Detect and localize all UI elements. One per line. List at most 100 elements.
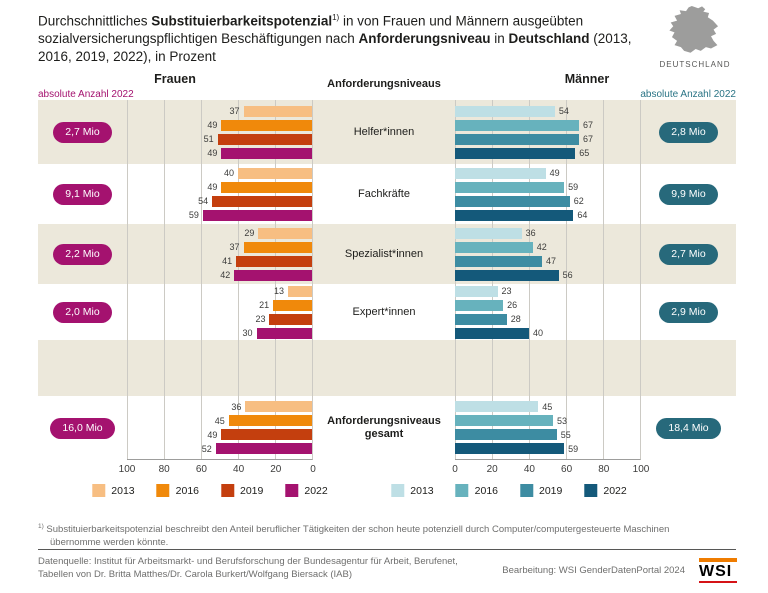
legend-year-label: 2016 (175, 484, 199, 497)
bar-frauen-2016 (273, 299, 312, 311)
plot-maenner: 36 42 47 56 (455, 224, 641, 284)
abs-pill-cell-frauen: 9,1 Mio (38, 164, 127, 224)
legend-year-label: 2022 (603, 484, 627, 497)
wsi-logo-text: WSI (699, 563, 733, 580)
legend-swatch (92, 484, 106, 497)
bar-line: 23 (127, 313, 312, 325)
bar-line: 28 (455, 313, 640, 325)
bar-line: 26 (455, 299, 640, 311)
bar-value-label: 49 (207, 429, 218, 440)
plot-maenner: 45 53 55 59 (455, 396, 641, 460)
bar-value-label: 40 (533, 328, 544, 338)
legend-swatch (520, 484, 533, 497)
bar-line: 49 (455, 167, 640, 179)
legend-year-label: 2013 (111, 484, 135, 497)
legend-year-label: 2019 (539, 484, 563, 497)
bar-maenner-2022 (455, 209, 574, 221)
legend-swatch (221, 484, 234, 497)
branding-block: Bearbeitung: WSI GenderDatenPortal 2024 … (502, 558, 737, 583)
legend-item: 2016 (156, 484, 199, 497)
frauen-header: Frauen (154, 72, 196, 86)
abs-pill-maenner: 2,7 Mio (659, 243, 718, 265)
bar-value-label: 37 (229, 106, 240, 116)
legend-item: 2013 (391, 484, 434, 497)
legend-year-label: 2022 (304, 484, 328, 497)
bearbeitung-label: Bearbeitung: WSI GenderDatenPortal 2024 (502, 565, 685, 576)
bar-value-label: 54 (198, 196, 209, 206)
category-label: Anforderungsniveaus gesamt (327, 415, 441, 440)
chart-rows: 2,7 Mio 37 49 51 49 Helfer*innen 54 67 67 65 2,8 M… (38, 100, 736, 460)
abs-anzahl-left-label: absolute Anzahl 2022 (38, 89, 134, 100)
bar-value-label: 49 (207, 148, 218, 158)
bar-line: 49 (127, 119, 312, 131)
bar-frauen-2022 (256, 327, 312, 339)
bar-frauen-2016 (221, 119, 312, 131)
legend-swatch (455, 484, 469, 497)
abs-pill-frauen: 16,0 Mio (50, 417, 115, 439)
legend-item: 2019 (520, 484, 562, 497)
legend-year-label: 2016 (474, 484, 498, 497)
bar-line: 54 (455, 105, 640, 117)
chart-header: Frauen Anforderungsniveaus Männer absolu… (38, 72, 736, 100)
axis-tick-label: 80 (158, 464, 170, 475)
source-line-2: Tabellen von Dr. Britta Matthes/Dr. Caro… (38, 568, 352, 580)
bar-value-label: 42 (536, 242, 547, 252)
plot-frauen: 36 45 49 52 (127, 396, 313, 460)
source-line-1: Datenquelle: Institut für Arbeitsmarkt- … (38, 556, 458, 567)
legend-swatch (156, 484, 170, 497)
wsi-logo-bottom-bar (699, 581, 737, 583)
abs-pill-cell-frauen: 2,0 Mio (38, 284, 127, 340)
bar-line: 47 (455, 255, 640, 267)
axis-spacer-right (641, 460, 736, 476)
bar-maenner-2019 (455, 313, 507, 325)
bar-line: 59 (127, 209, 312, 221)
legend-frauen: 2013 2016 2019 2022 (92, 484, 328, 497)
bar-line: 49 (127, 181, 312, 193)
bar-value-label: 40 (223, 168, 234, 178)
abs-pill-cell-maenner: 2,7 Mio (641, 224, 736, 284)
bar-frauen-2019 (236, 255, 312, 267)
footnote: 1) Substituierbarkeitspotenzial beschrei… (38, 521, 710, 549)
bar-maenner-2013 (455, 227, 522, 239)
spacer-cell (641, 340, 736, 396)
legend-year-label: 2013 (410, 484, 434, 497)
bar-frauen-2016 (221, 181, 312, 193)
bar-line: 36 (127, 401, 312, 412)
wsi-logo-top-bar (699, 558, 737, 562)
spacer-plot-maenner (455, 340, 641, 396)
bar-line: 21 (127, 299, 312, 311)
bars-maenner: 36 42 47 56 (455, 224, 640, 284)
bar-value-label: 55 (560, 429, 571, 440)
abs-pill-frauen: 2,7 Mio (53, 121, 112, 143)
axis-tick-label: 20 (270, 464, 282, 475)
bar-value-label: 29 (244, 228, 255, 238)
bar-value-label: 13 (273, 286, 284, 296)
bar-value-label: 56 (562, 270, 573, 280)
wsi-logo: WSI (699, 558, 737, 583)
bar-line: 59 (455, 443, 640, 454)
category-row: 2,7 Mio 37 49 51 49 Helfer*innen 54 67 67 65 2,8 M… (38, 100, 736, 164)
bar-value-label: 64 (577, 210, 588, 220)
bar-frauen-2022 (215, 443, 312, 454)
bar-line: 42 (127, 269, 312, 281)
bars-maenner: 49 59 62 64 (455, 164, 640, 224)
bar-value-label: 36 (231, 401, 242, 412)
anforderungsniveaus-header: Anforderungsniveaus (327, 78, 441, 90)
abs-pill-cell-maenner: 9,9 Mio (641, 164, 736, 224)
bar-value-label: 26 (507, 300, 518, 310)
bar-frauen-2019 (269, 313, 312, 325)
bar-value-label: 30 (242, 328, 253, 338)
legend-swatch (584, 484, 598, 497)
bar-line: 36 (455, 227, 640, 239)
title-segment: in von Frauen und Männern ausgeübten soz… (38, 13, 584, 47)
category-label: Expert*innen (352, 305, 416, 318)
axis-tick-label: 60 (195, 464, 207, 475)
bar-line: 49 (127, 147, 312, 159)
title-segment: 1) (332, 13, 340, 22)
abs-pill-frauen: 2,0 Mio (53, 301, 112, 323)
bar-value-label: 21 (259, 300, 270, 310)
bar-maenner-2016 (455, 299, 504, 311)
bar-line: 37 (127, 241, 312, 253)
bar-maenner-2013 (455, 167, 546, 179)
